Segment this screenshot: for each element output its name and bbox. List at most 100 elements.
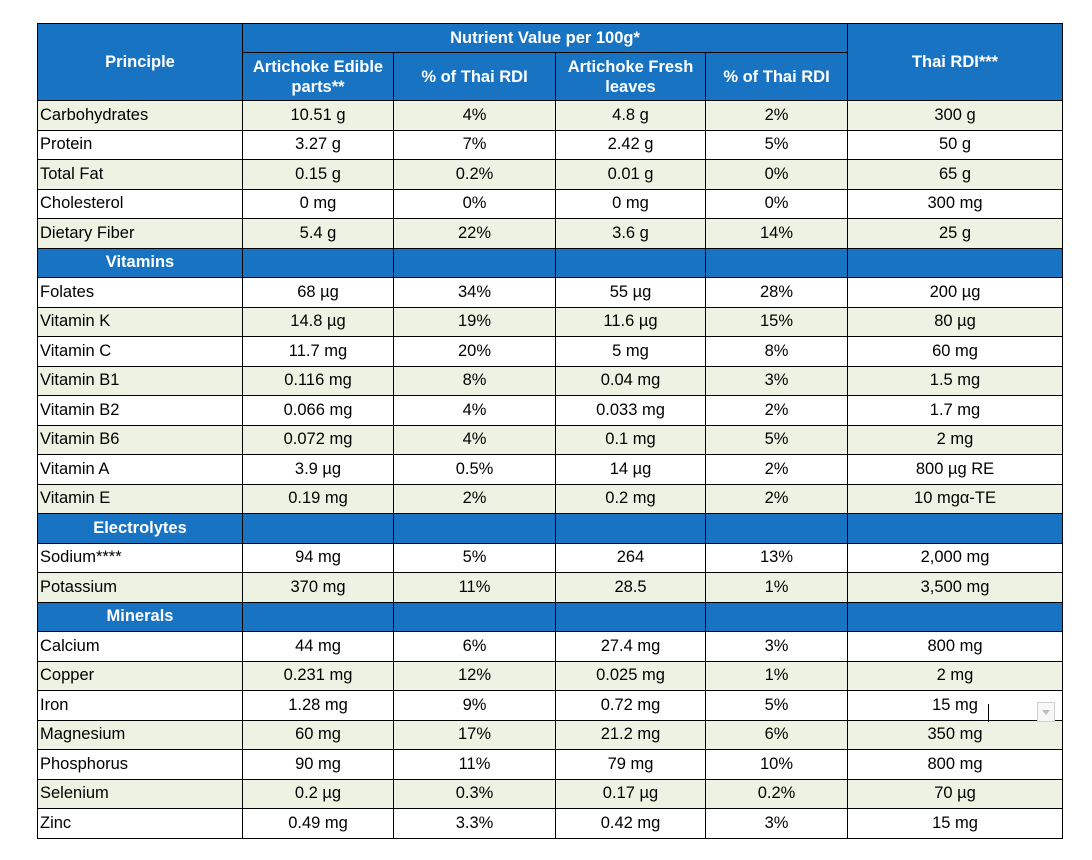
cell-edible-pct[interactable]: 22% (393, 218, 556, 249)
cell-fresh-value[interactable]: 0.01 g (555, 159, 706, 190)
cell-principle[interactable]: Vitamin B2 (37, 395, 243, 426)
cell-edible-value[interactable]: 1.28 mg (242, 690, 394, 721)
cell-edible-value[interactable]: 0.15 g (242, 159, 394, 190)
cell-thai-rdi[interactable]: 300 mg (847, 188, 1064, 219)
cell-edible-value[interactable]: 0.072 mg (242, 424, 394, 455)
cell-edible-pct[interactable]: 9% (393, 690, 556, 721)
cell-principle[interactable]: Cholesterol (37, 188, 243, 219)
cell-edible-value[interactable]: 3.9 µg (242, 454, 394, 485)
cell-thai-rdi[interactable]: 2 mg (847, 660, 1064, 691)
cell-fresh-pct[interactable]: 3% (704, 631, 849, 662)
cell-principle[interactable]: Protein (37, 129, 243, 160)
cell-fresh-pct[interactable]: 0% (704, 159, 849, 190)
section-blank-cell[interactable] (555, 247, 706, 278)
cell-edible-pct[interactable]: 12% (393, 660, 556, 691)
cell-fresh-value[interactable]: 4.8 g (555, 100, 706, 131)
cell-fresh-pct[interactable]: 2% (704, 454, 849, 485)
cell-fresh-pct[interactable]: 10% (704, 749, 849, 780)
cell-fresh-value[interactable]: 27.4 mg (555, 631, 706, 662)
cell-principle[interactable]: Vitamin B1 (37, 365, 243, 396)
cell-principle[interactable]: Potassium (37, 572, 243, 603)
cell-edible-value[interactable]: 14.8 µg (242, 306, 394, 337)
header-pct-thai-rdi-1[interactable]: % of Thai RDI (393, 52, 556, 101)
cell-principle[interactable]: Vitamin E (37, 483, 243, 514)
cell-fresh-value[interactable]: 2.42 g (555, 129, 706, 160)
cell-edible-pct[interactable]: 11% (393, 572, 556, 603)
cell-edible-pct[interactable]: 2% (393, 483, 556, 514)
cell-fresh-pct[interactable]: 5% (704, 424, 849, 455)
section-title[interactable]: Electrolytes (37, 513, 243, 544)
section-blank-cell[interactable] (393, 601, 556, 632)
cell-edible-pct[interactable]: 6% (393, 631, 556, 662)
cell-thai-rdi[interactable]: 200 µg (847, 277, 1064, 308)
cell-thai-rdi[interactable]: 1.7 mg (847, 395, 1064, 426)
section-blank-cell[interactable] (704, 247, 849, 278)
section-title[interactable]: Minerals (37, 601, 243, 632)
cell-principle[interactable]: Selenium (37, 778, 243, 809)
header-thai-rdi[interactable]: Thai RDI*** (847, 23, 1064, 101)
cell-fresh-pct[interactable]: 14% (704, 218, 849, 249)
cell-edible-value[interactable]: 0.116 mg (242, 365, 394, 396)
cell-fresh-pct[interactable]: 28% (704, 277, 849, 308)
cell-principle[interactable]: Phosphorus (37, 749, 243, 780)
cell-edible-pct[interactable]: 19% (393, 306, 556, 337)
cell-edible-pct[interactable]: 34% (393, 277, 556, 308)
cell-thai-rdi[interactable]: 350 mg (847, 719, 1064, 750)
section-blank-cell[interactable] (847, 601, 1064, 632)
header-nutrient-value-group[interactable]: Nutrient Value per 100g* (241, 23, 849, 53)
cell-thai-rdi[interactable]: 800 µg RE (847, 454, 1064, 485)
cell-thai-rdi[interactable]: 800 mg (847, 749, 1064, 780)
cell-principle[interactable]: Vitamin B6 (37, 424, 243, 455)
cell-fresh-value[interactable]: 55 µg (555, 277, 706, 308)
cell-edible-value[interactable]: 90 mg (242, 749, 394, 780)
cell-principle[interactable]: Vitamin C (37, 336, 243, 367)
cell-fresh-pct[interactable]: 1% (704, 660, 849, 691)
cell-edible-pct[interactable]: 0.3% (393, 778, 556, 809)
header-artichoke-edible-parts[interactable]: Artichoke Edible parts** (242, 52, 394, 101)
cell-edible-pct[interactable]: 20% (393, 336, 556, 367)
cell-fresh-pct[interactable]: 5% (704, 129, 849, 160)
cell-thai-rdi[interactable]: 25 g (847, 218, 1064, 249)
cell-edible-pct[interactable]: 3.3% (393, 808, 556, 839)
cell-edible-value[interactable]: 10.51 g (242, 100, 394, 131)
cell-thai-rdi[interactable]: 80 µg (847, 306, 1064, 337)
section-blank-cell[interactable] (242, 601, 394, 632)
cell-fresh-value[interactable]: 11.6 µg (555, 306, 706, 337)
cell-edible-value[interactable]: 68 µg (242, 277, 394, 308)
cell-edible-value[interactable]: 5.4 g (242, 218, 394, 249)
cell-fresh-value[interactable]: 28.5 (555, 572, 706, 603)
section-blank-cell[interactable] (555, 601, 706, 632)
cell-edible-pct[interactable]: 0.2% (393, 159, 556, 190)
cell-edible-value[interactable]: 60 mg (242, 719, 394, 750)
cell-fresh-pct[interactable]: 3% (704, 365, 849, 396)
section-blank-cell[interactable] (393, 513, 556, 544)
cell-dropdown-button[interactable] (1037, 702, 1055, 722)
cell-fresh-pct[interactable]: 6% (704, 719, 849, 750)
cell-fresh-value[interactable]: 0.1 mg (555, 424, 706, 455)
cell-fresh-value[interactable]: 0.72 mg (555, 690, 706, 721)
cell-fresh-pct[interactable]: 13% (704, 542, 849, 573)
cell-thai-rdi[interactable]: 300 g (847, 100, 1064, 131)
cell-principle[interactable]: Total Fat (37, 159, 243, 190)
cell-principle[interactable]: Carbohydrates (37, 100, 243, 131)
cell-principle[interactable]: Copper (37, 660, 243, 691)
header-principle[interactable]: Principle (37, 23, 243, 101)
cell-edible-value[interactable]: 0 mg (242, 188, 394, 219)
cell-edible-pct[interactable]: 17% (393, 719, 556, 750)
cell-fresh-pct[interactable]: 8% (704, 336, 849, 367)
cell-fresh-value[interactable]: 21.2 mg (555, 719, 706, 750)
cell-fresh-value[interactable]: 0.2 mg (555, 483, 706, 514)
cell-fresh-pct[interactable]: 0% (704, 188, 849, 219)
cell-principle[interactable]: Zinc (37, 808, 243, 839)
section-blank-cell[interactable] (704, 601, 849, 632)
cell-principle[interactable]: Calcium (37, 631, 243, 662)
cell-fresh-pct[interactable]: 5% (704, 690, 849, 721)
cell-fresh-value[interactable]: 264 (555, 542, 706, 573)
cell-fresh-value[interactable]: 3.6 g (555, 218, 706, 249)
cell-thai-rdi[interactable]: 800 mg (847, 631, 1064, 662)
cell-thai-rdi[interactable]: 3,500 mg (847, 572, 1064, 603)
cell-fresh-pct[interactable]: 2% (704, 395, 849, 426)
cell-edible-value[interactable]: 3.27 g (242, 129, 394, 160)
cell-fresh-pct[interactable]: 15% (704, 306, 849, 337)
cell-edible-value[interactable]: 11.7 mg (242, 336, 394, 367)
